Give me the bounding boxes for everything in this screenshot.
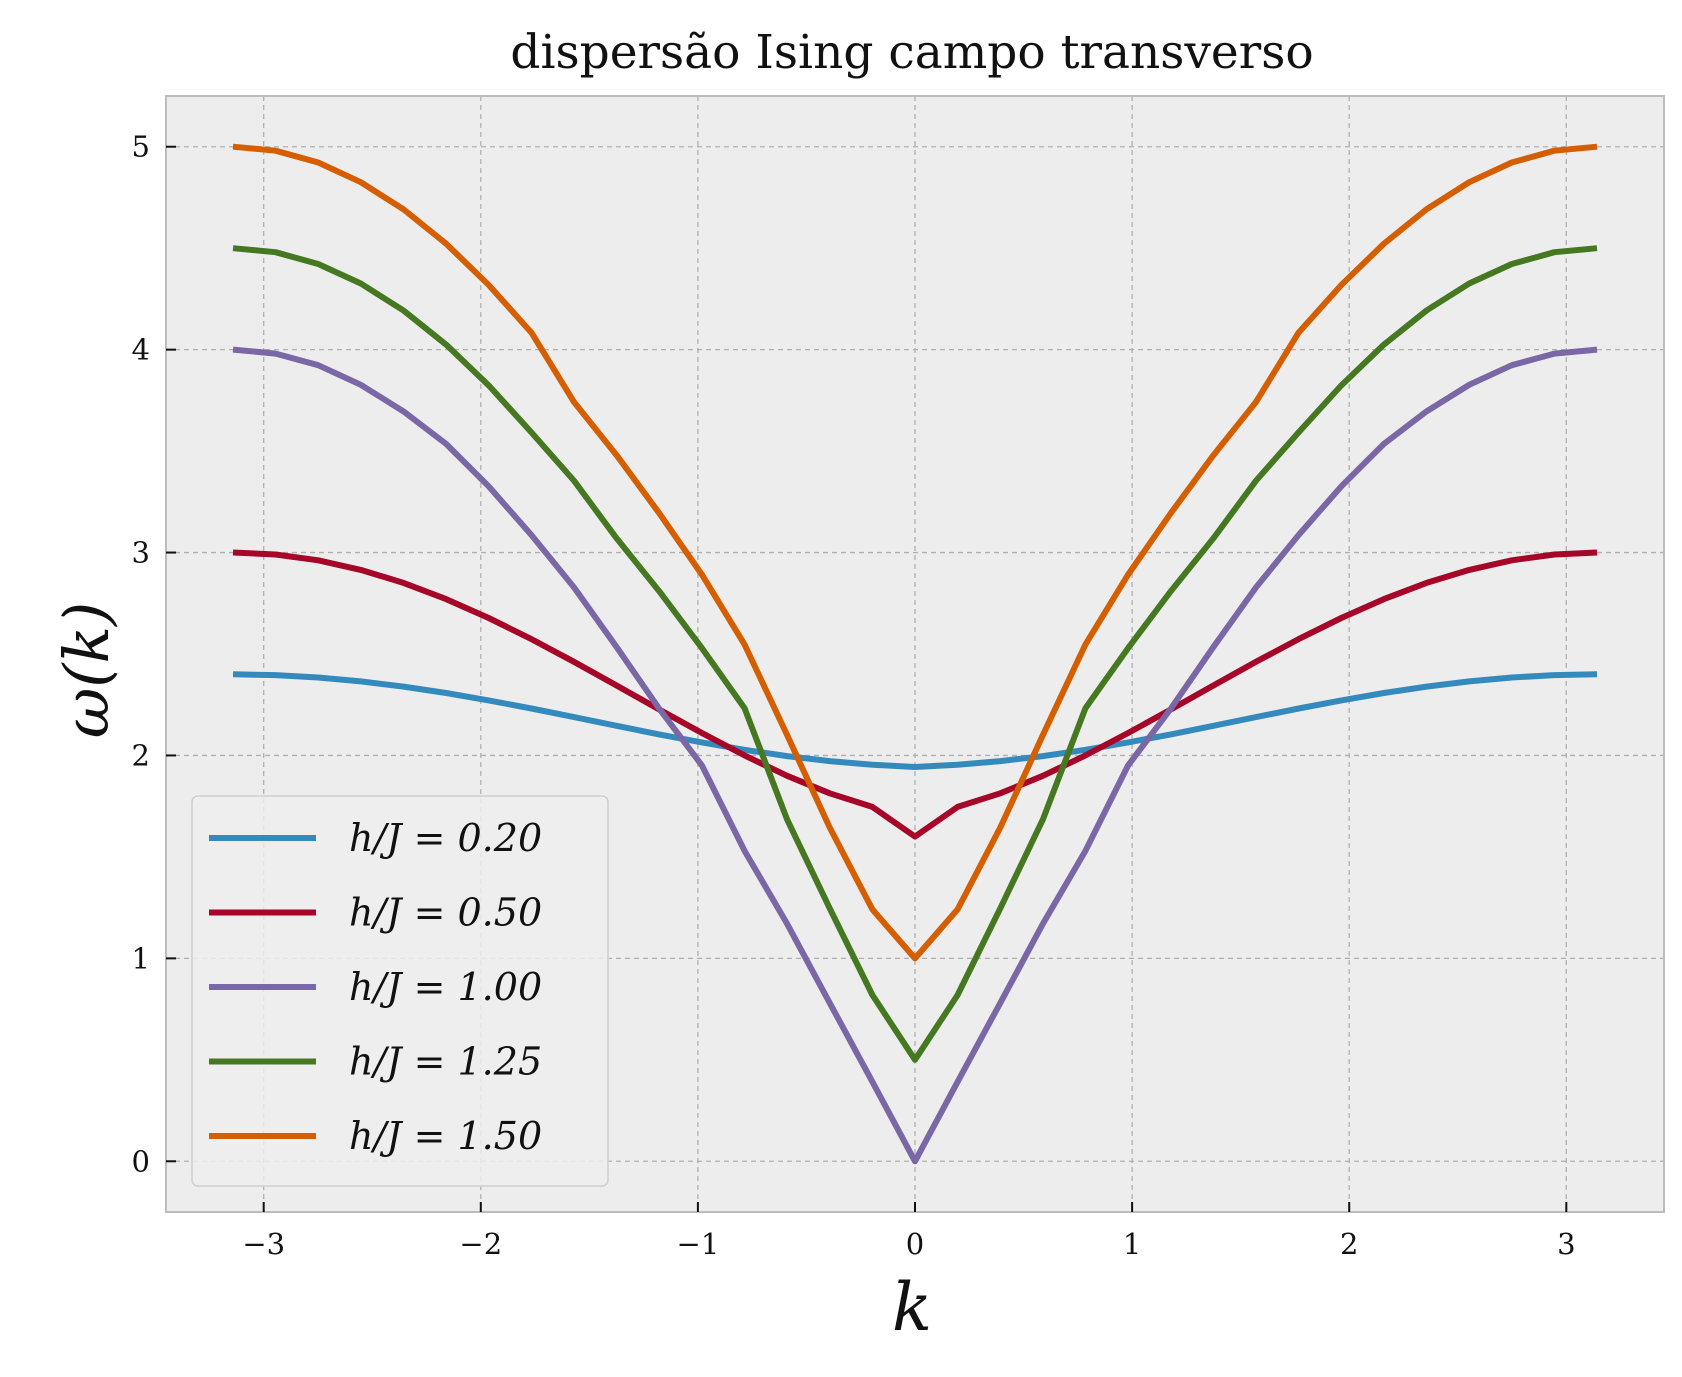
legend-label-2: h/J = 0.50: [349, 891, 542, 935]
x-tick-label: −1: [677, 1227, 720, 1261]
x-axis-ticks: −3 −2 −1 0 1 2 3: [242, 1202, 1576, 1261]
x-tick-label: 1: [1123, 1227, 1141, 1261]
x-tick-label: 3: [1557, 1227, 1575, 1261]
x-axis-label: k: [892, 1269, 932, 1346]
legend-label-4: h/J = 1.25: [349, 1040, 542, 1084]
legend: h/J = 0.20 h/J = 0.50 h/J = 1.00 h/J = 1.25…: [191, 795, 609, 1187]
y-tick-label: 4: [132, 333, 150, 367]
x-tick-label: 2: [1340, 1227, 1358, 1261]
y-tick-label: 2: [132, 738, 150, 772]
series-line-5: [232, 143, 1598, 962]
y-axis-ticks: 0 1 2 3 4 5: [132, 130, 176, 1178]
legend-label-1: h/J = 0.20: [349, 816, 542, 860]
y-tick-label: 1: [132, 941, 150, 975]
x-tick-label: −3: [242, 1227, 285, 1261]
x-tick-label: −2: [459, 1227, 502, 1261]
series-line-1: [232, 671, 1598, 770]
legend-box: [191, 795, 609, 1187]
series-line-2: [232, 549, 1598, 840]
y-axis-label: ω(k): [50, 602, 123, 739]
legend-label-3: h/J = 1.00: [349, 965, 542, 1009]
y-tick-label: 5: [132, 130, 150, 164]
y-tick-label: 0: [132, 1144, 150, 1178]
y-tick-label: 3: [132, 536, 150, 570]
series-line-3: [232, 346, 1598, 1165]
chart-title: dispersão Ising campo transverso: [510, 25, 1313, 80]
series-line-4: [232, 245, 1598, 1063]
legend-label-5: h/J = 1.50: [349, 1114, 542, 1158]
x-tick-label: 0: [906, 1227, 924, 1261]
series-lines: [232, 143, 1598, 1165]
